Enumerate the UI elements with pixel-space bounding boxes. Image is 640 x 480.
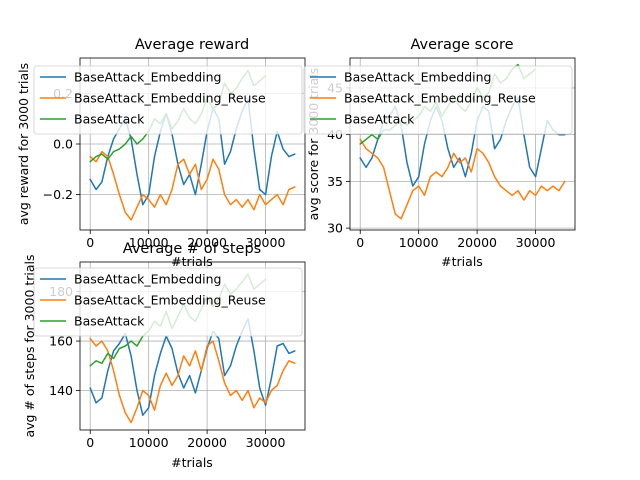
y-tick-label: 160 [49, 334, 73, 349]
legend: BaseAttack_Embedding BaseAttack_Embedding… [33, 65, 303, 135]
x-tick-label: 0 [86, 435, 94, 450]
x-ticks: 0 10000 20000 30000 [356, 230, 555, 250]
series-line-baseattack-embedding-reuse [89, 337, 296, 424]
series-line-baseattack-embedding-reuse [89, 150, 296, 221]
legend-label: BaseAttack_Embedding_Reuse [344, 91, 536, 106]
y-tick-label: 140 [49, 383, 73, 398]
x-tick-label: 10000 [129, 235, 169, 250]
x-tick-label: 30000 [246, 235, 286, 250]
x-tick-label: 20000 [457, 235, 497, 250]
legend-label: BaseAttack_Embedding_Reuse [74, 91, 266, 106]
y-axis-label: avg reward for 3000 trials [16, 63, 31, 225]
legend-label: BaseAttack_Embedding [74, 272, 222, 287]
chart-title: Average reward [135, 37, 249, 53]
x-axis-label: #trials [441, 254, 483, 269]
x-tick-label: 10000 [129, 435, 169, 450]
y-axis-label: avg # of steps for 3000 trials [22, 254, 37, 437]
y-tick-label: −0.2 [43, 187, 73, 202]
chart-title: Average # of steps [123, 241, 261, 257]
x-axis-label: #trials [171, 455, 213, 470]
legend-box [33, 65, 303, 135]
x-tick-label: 10000 [399, 235, 439, 250]
legend-label: BaseAttack [74, 314, 145, 329]
x-tick-label: 0 [356, 235, 364, 250]
y-tick-label: 30 [327, 221, 343, 236]
legend-box [33, 267, 303, 337]
x-ticks: 0 10000 20000 30000 [86, 230, 285, 250]
x-ticks: 0 10000 20000 30000 [86, 430, 285, 450]
x-tick-label: 0 [86, 235, 94, 250]
axes-frame [79, 261, 306, 431]
legend-box [303, 65, 573, 135]
legend: BaseAttack_Embedding BaseAttack_Embedding… [33, 267, 303, 337]
x-tick-label: 20000 [187, 235, 227, 250]
subplot-average-steps: Average # of steps 0 10000 20000 30000 140 1… [22, 241, 306, 470]
x-tick-label: 20000 [187, 435, 227, 450]
x-tick-label: 30000 [516, 235, 556, 250]
legend-label: BaseAttack_Embedding [344, 70, 492, 85]
legend-label: BaseAttack_Embedding_Reuse [74, 293, 266, 308]
subplot-average-reward: Average reward 0 10000 20000 30000 −0.2 0.0 0… [16, 37, 306, 269]
y-tick-label: 35 [327, 174, 343, 189]
axes-frame [349, 57, 576, 231]
y-tick-label: 0.0 [53, 137, 73, 152]
legend: BaseAttack_Embedding BaseAttack_Embedding… [303, 65, 573, 135]
x-tick-label: 30000 [246, 435, 286, 450]
series-line-baseattack-embedding-reuse [359, 138, 566, 220]
legend-label: BaseAttack [74, 112, 145, 127]
chart-title: Average score [410, 37, 513, 53]
legend-label: BaseAttack [344, 112, 415, 127]
x-axis-label: #trials [171, 254, 213, 269]
legend-label: BaseAttack_Embedding [74, 70, 222, 85]
